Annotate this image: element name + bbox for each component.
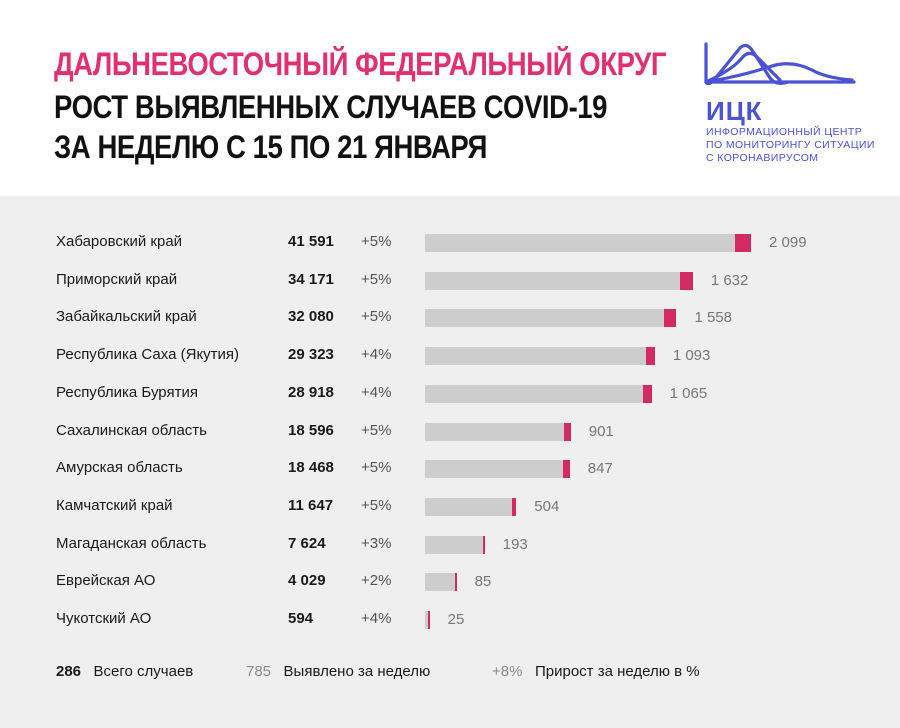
logo-wave-icon xyxy=(704,42,856,86)
legend-total: 286 Всего случаев xyxy=(56,663,193,680)
bar-previous-cases xyxy=(425,271,681,290)
total-cases-value: 594 xyxy=(288,610,314,627)
region-label: Сахалинская область xyxy=(56,421,207,439)
total-cases-value: 32 080 xyxy=(288,308,334,326)
total-cases-value: 34 171 xyxy=(288,270,334,288)
bar-previous-cases xyxy=(425,460,564,479)
chart-row: Магаданская область 7 624 +3% 193 xyxy=(0,530,900,560)
bar-previous-cases xyxy=(425,611,428,629)
growth-percent-value: +5% xyxy=(361,270,392,288)
bar-new-cases xyxy=(482,535,485,554)
legend-growth-label: Прирост за неделю в % xyxy=(534,663,700,680)
chart-row: Сахалинская область 18 596 +5% 901 xyxy=(0,417,900,447)
chart-row: Хабаровский край 41 591 +5% 2 099 xyxy=(0,228,900,258)
bar-new-cases xyxy=(563,460,570,479)
bar-new-cases xyxy=(427,611,430,629)
growth-percent-value: +4% xyxy=(361,383,392,401)
chart-row: Забайкальский край 32 080 +5% 1 558 xyxy=(0,303,900,333)
legend-weekly-label: Выявлено за неделю xyxy=(283,663,431,680)
region-label: Забайкальский край xyxy=(56,308,197,326)
logo-subtitle-line2: ПО МОНИТОРИНГУ СИТУАЦИИ xyxy=(706,139,875,151)
legend-growth-value: +8% xyxy=(492,663,523,680)
bar-new-cases xyxy=(664,309,677,328)
total-cases-value: 28 918 xyxy=(288,383,334,401)
region-label: Хабаровский край xyxy=(56,233,183,250)
title-main: РОСТ ВЫЯВЛЕННЫХ СЛУЧАЕВ COVID-19 xyxy=(54,89,608,125)
chart-row: Еврейская АО 4 029 +2% 85 xyxy=(0,567,900,597)
growth-percent-value: +3% xyxy=(361,534,392,552)
total-cases-value: 11 647 xyxy=(288,496,334,514)
bar-previous-cases xyxy=(425,384,644,403)
region-label: Амурская область xyxy=(56,459,183,477)
weekly-new-value: 25 xyxy=(447,611,465,628)
total-cases-value: 41 591 xyxy=(288,233,334,250)
total-cases-value: 29 323 xyxy=(288,346,334,364)
bar-previous-cases xyxy=(425,309,665,328)
chart-row: Чукотский АО 594 +4% 25 xyxy=(0,605,900,635)
chart-row: Приморский край 34 171 +5% 1 632 xyxy=(0,266,900,296)
weekly-new-value: 193 xyxy=(502,535,528,553)
growth-percent-value: +5% xyxy=(361,233,392,250)
header: ДАЛЬНЕВОСТОЧНЫЙ ФЕДЕРАЛЬНЫЙ ОКРУГ РОСТ В… xyxy=(0,0,900,196)
legend-growth: +8% Прирост за неделю в % xyxy=(492,663,700,680)
legend-weekly-value: 785 xyxy=(246,663,272,680)
region-label: Еврейская АО xyxy=(56,572,156,590)
region-label: Приморский край xyxy=(56,270,178,288)
region-label: Чукотский АО xyxy=(56,610,152,627)
chart-row: Камчатский край 11 647 +5% 504 xyxy=(0,492,900,522)
legend-total-value: 286 xyxy=(56,663,82,680)
weekly-new-value: 1 558 xyxy=(694,309,732,327)
weekly-new-value: 901 xyxy=(588,422,614,440)
bar-previous-cases xyxy=(425,234,735,252)
weekly-new-value: 504 xyxy=(534,497,560,515)
legend-weekly: 785 Выявлено за неделю xyxy=(246,663,430,680)
region-label: Республика Бурятия xyxy=(56,383,198,401)
growth-percent-value: +5% xyxy=(361,308,392,326)
logo-subtitle-line1: ИНФОРМАЦИОННЫЙ ЦЕНТР xyxy=(706,126,863,138)
total-cases-value: 7 624 xyxy=(288,534,326,552)
chart-row: Амурская область 18 468 +5% 847 xyxy=(0,454,900,484)
region-label: Республика Саха (Якутия) xyxy=(56,346,240,364)
bar-previous-cases xyxy=(425,497,513,516)
logo-subtitle-line3: С КОРОНАВИРУСОМ xyxy=(706,152,819,164)
legend-total-label: Всего случаев xyxy=(93,663,194,680)
weekly-new-value: 847 xyxy=(587,460,613,478)
region-label: Магаданская область xyxy=(56,534,207,552)
chart-row: Республика Саха (Якутия) 29 323 +4% 1 093 xyxy=(0,341,900,371)
bar-new-cases xyxy=(454,573,457,592)
title-region: ДАЛЬНЕВОСТОЧНЫЙ ФЕДЕРАЛЬНЫЙ ОКРУГ xyxy=(54,46,667,82)
chart-row: Республика Бурятия 28 918 +4% 1 065 xyxy=(0,379,900,409)
growth-percent-value: +5% xyxy=(361,496,392,514)
weekly-new-value: 1 093 xyxy=(672,347,711,365)
total-cases-value: 18 596 xyxy=(288,421,334,439)
growth-percent-value: +4% xyxy=(361,346,392,364)
growth-percent-value: +4% xyxy=(361,610,392,627)
bar-new-cases xyxy=(512,497,517,516)
bar-new-cases xyxy=(680,271,693,290)
bar-previous-cases xyxy=(425,422,564,441)
bar-new-cases xyxy=(734,234,751,252)
bar-previous-cases xyxy=(425,573,455,592)
bar-previous-cases xyxy=(425,535,483,554)
region-label: Камчатский край xyxy=(56,496,173,514)
bar-previous-cases xyxy=(425,347,647,366)
bar-new-cases xyxy=(643,384,652,403)
bar-new-cases xyxy=(646,347,655,366)
logo-name: ИЦК xyxy=(706,96,763,126)
growth-percent-value: +5% xyxy=(361,459,392,477)
weekly-new-value: 2 099 xyxy=(769,234,807,251)
growth-percent-value: +5% xyxy=(361,421,392,439)
weekly-new-value: 85 xyxy=(474,573,492,591)
total-cases-value: 4 029 xyxy=(288,572,326,590)
total-cases-value: 18 468 xyxy=(288,459,334,477)
growth-percent-value: +2% xyxy=(361,572,392,590)
weekly-new-value: 1 632 xyxy=(710,271,749,289)
weekly-new-value: 1 065 xyxy=(669,384,708,402)
bar-new-cases xyxy=(563,422,571,441)
title-period: ЗА НЕДЕЛЮ С 15 ПО 21 ЯНВАРЯ xyxy=(54,129,488,165)
